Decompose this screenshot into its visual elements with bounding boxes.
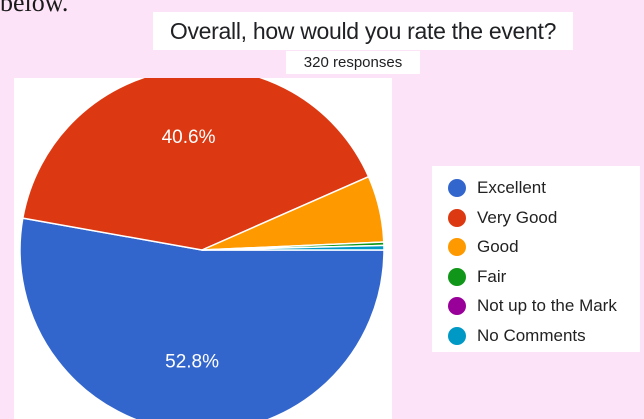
legend-swatch-not-up-to-the-mark: [448, 297, 466, 315]
legend-item-no-comments: No Comments: [448, 324, 586, 348]
legend-item-very-good: Very Good: [448, 206, 557, 230]
chart-legend: Excellent Very Good Good Fair Not up to the …: [432, 166, 640, 352]
legend-swatch-very-good: [448, 208, 466, 227]
legend-item-not-up-to-the-mark: Not up to the Mark: [448, 294, 617, 318]
legend-swatch-excellent: [448, 179, 466, 197]
response-count: 320 responses: [286, 51, 420, 74]
legend-swatch-fair: [448, 267, 466, 286]
chart-title: Overall, how would you rate the event?: [153, 12, 573, 50]
legend-label-no-comments: No Comments: [477, 325, 586, 345]
pie-chart: 52.8% 40.6%: [19, 78, 385, 419]
legend-swatch-no-comments: [448, 326, 466, 345]
pie-chart-area: 52.8% 40.6%: [14, 78, 392, 419]
legend-label-very-good: Very Good: [477, 207, 558, 227]
legend-label-fair: Fair: [477, 266, 507, 286]
data-label-excellent: 52.8%: [165, 351, 219, 372]
legend-item-fair: Fair: [448, 265, 506, 289]
data-label-very-good: 40.6%: [162, 127, 216, 148]
legend-label-not-up-to-the-mark: Not up to the Mark: [477, 296, 617, 315]
page-text-fragment: below.: [0, 0, 69, 17]
legend-label-excellent: Excellent: [477, 178, 546, 197]
legend-item-excellent: Excellent: [448, 176, 546, 200]
pie-slice-excellent: [19, 217, 385, 419]
legend-item-good: Good: [448, 235, 519, 259]
pie-slice-no-comments: [201, 244, 385, 251]
pie-slice-very-good: [22, 78, 370, 251]
legend-label-good: Good: [477, 237, 519, 256]
legend-swatch-good: [448, 238, 466, 256]
